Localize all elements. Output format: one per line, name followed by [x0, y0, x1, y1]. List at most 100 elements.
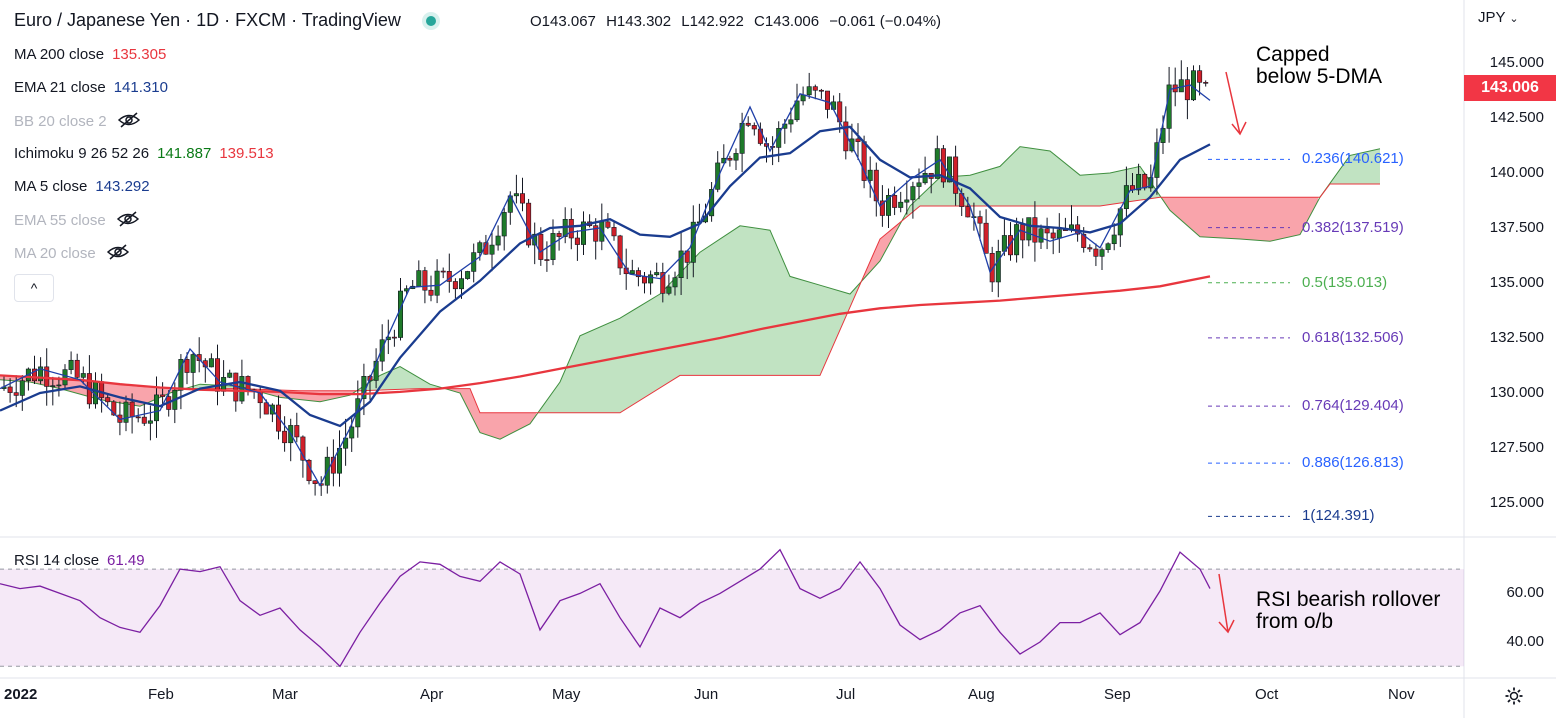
candle — [513, 174, 519, 204]
currency-label: JPY — [1478, 9, 1506, 26]
candle — [105, 394, 111, 407]
candle — [965, 196, 971, 218]
indicator-legend-0[interactable]: MA 200 close 135.305 — [14, 46, 166, 63]
candle — [288, 418, 294, 462]
candle — [373, 348, 379, 389]
candle — [709, 182, 715, 222]
chevron-up-icon: ^ — [30, 280, 38, 296]
candle — [666, 274, 672, 296]
symbol-title[interactable]: Euro / Japanese Yen · 1D · FXCM · Tradin… — [14, 10, 436, 31]
rsi-note-arrow — [1218, 573, 1235, 634]
candle — [190, 352, 196, 393]
candle — [544, 241, 550, 272]
fib-level-label: 0.618(132.506) — [1302, 328, 1404, 346]
candle — [336, 430, 342, 487]
candle — [715, 151, 721, 193]
indicator-legend-label: MA 200 close — [14, 46, 105, 63]
candle — [446, 253, 452, 293]
indicator-legend-label: BB 20 close 2 — [14, 112, 107, 130]
ichimoku-cloud-bullish — [1320, 148, 1380, 198]
rsi-legend-value: 61.49 — [107, 552, 145, 569]
candle — [1014, 217, 1020, 263]
fib-level-label: 0.764(129.404) — [1302, 397, 1404, 415]
candle — [1105, 242, 1111, 253]
indicator-legend-2[interactable]: BB 20 close 2 — [14, 112, 141, 132]
candle — [751, 122, 757, 136]
candle — [727, 155, 733, 167]
indicator-legend-5[interactable]: EMA 55 close — [14, 211, 140, 231]
candle — [202, 358, 208, 383]
series-line-ma-5 — [0, 84, 1211, 487]
rsi-note-line-2: from o/b — [1256, 610, 1334, 633]
fib-level-label: 0.5(135.013) — [1302, 273, 1388, 291]
ohlc-close: C143.006 — [754, 13, 820, 30]
indicator-legend-value: 141.887 — [157, 145, 212, 162]
indicator-legend-value: 143.292 — [95, 178, 150, 195]
rsi-legend[interactable]: RSI 14 close 61.49 — [14, 552, 145, 569]
rsi-axis-tick: 40.00 — [1506, 633, 1544, 650]
candle — [422, 266, 428, 304]
symbol-title-text: Euro / Japanese Yen · 1D · FXCM · Tradin… — [14, 10, 401, 30]
candle — [1154, 128, 1160, 195]
rsi-line — [0, 548, 1211, 668]
candle — [611, 220, 617, 241]
candle — [147, 405, 153, 441]
ohlc-open: O143.067 — [530, 13, 596, 30]
settings-gear-icon[interactable] — [1504, 686, 1524, 706]
rsi-note-line-1: RSI bearish rollover — [1256, 588, 1441, 611]
candle — [574, 230, 580, 261]
indicator-legend-3[interactable]: Ichimoku 9 26 52 26 141.887 139.513 — [14, 145, 274, 162]
time-axis-tick: Nov — [1388, 686, 1415, 703]
candle — [580, 211, 586, 255]
price-axis-tick: 132.500 — [1489, 329, 1544, 346]
candle — [391, 329, 397, 347]
candle — [1032, 201, 1038, 262]
candle — [904, 180, 910, 215]
ohlc-high: H143.302 — [606, 13, 672, 30]
time-axis-tick: Feb — [148, 686, 174, 703]
rsi-band-fill — [0, 569, 1464, 667]
candle — [489, 230, 495, 272]
candle — [19, 375, 25, 411]
candle — [892, 186, 898, 216]
candle — [501, 207, 507, 251]
indicator-legend-label: MA 5 close — [14, 178, 88, 195]
candle — [873, 162, 879, 217]
candle — [855, 123, 861, 161]
eye-crossed-icon[interactable] — [117, 112, 141, 132]
rsi-note: RSI bearish rollover from o/b — [1256, 589, 1440, 633]
candle — [184, 352, 190, 385]
eye-crossed-icon[interactable] — [116, 211, 140, 231]
series-line-ema-21 — [0, 125, 1211, 428]
collapse-legend-button[interactable]: ^ — [14, 274, 54, 302]
currency-selector[interactable]: JPY ⌄ — [1478, 9, 1519, 26]
indicator-legend-4[interactable]: MA 5 close 143.292 — [14, 178, 150, 195]
fib-level-label: 0.382(137.519) — [1302, 218, 1404, 236]
indicator-legend-6[interactable]: MA 20 close — [14, 244, 130, 264]
fib-level-label: 0.236(140.621) — [1302, 150, 1404, 168]
candle — [824, 90, 830, 119]
ichimoku-cloud-bullish — [902, 146, 1160, 221]
candle — [599, 203, 605, 251]
price-note-arrow — [1225, 71, 1247, 136]
candle — [282, 416, 288, 452]
candle — [1099, 247, 1105, 270]
candle — [1111, 223, 1117, 251]
indicator-legend-label: EMA 21 close — [14, 79, 106, 96]
price-axis-tick: 140.000 — [1489, 164, 1544, 181]
candle — [806, 72, 812, 99]
indicator-legend-1[interactable]: EMA 21 close 141.310 — [14, 79, 168, 96]
candle — [672, 271, 678, 296]
eye-crossed-icon[interactable] — [106, 244, 130, 264]
candle — [245, 375, 251, 396]
ichimoku-cloud-bullish — [358, 366, 444, 391]
candle — [1056, 213, 1062, 253]
candle — [562, 207, 568, 244]
candle — [1038, 224, 1044, 250]
rsi-legend-label: RSI 14 close — [14, 552, 100, 569]
candle — [1007, 222, 1013, 261]
candle — [605, 213, 611, 230]
candle — [898, 191, 904, 213]
time-axis-tick: Aug — [968, 686, 995, 703]
candle — [294, 412, 300, 443]
